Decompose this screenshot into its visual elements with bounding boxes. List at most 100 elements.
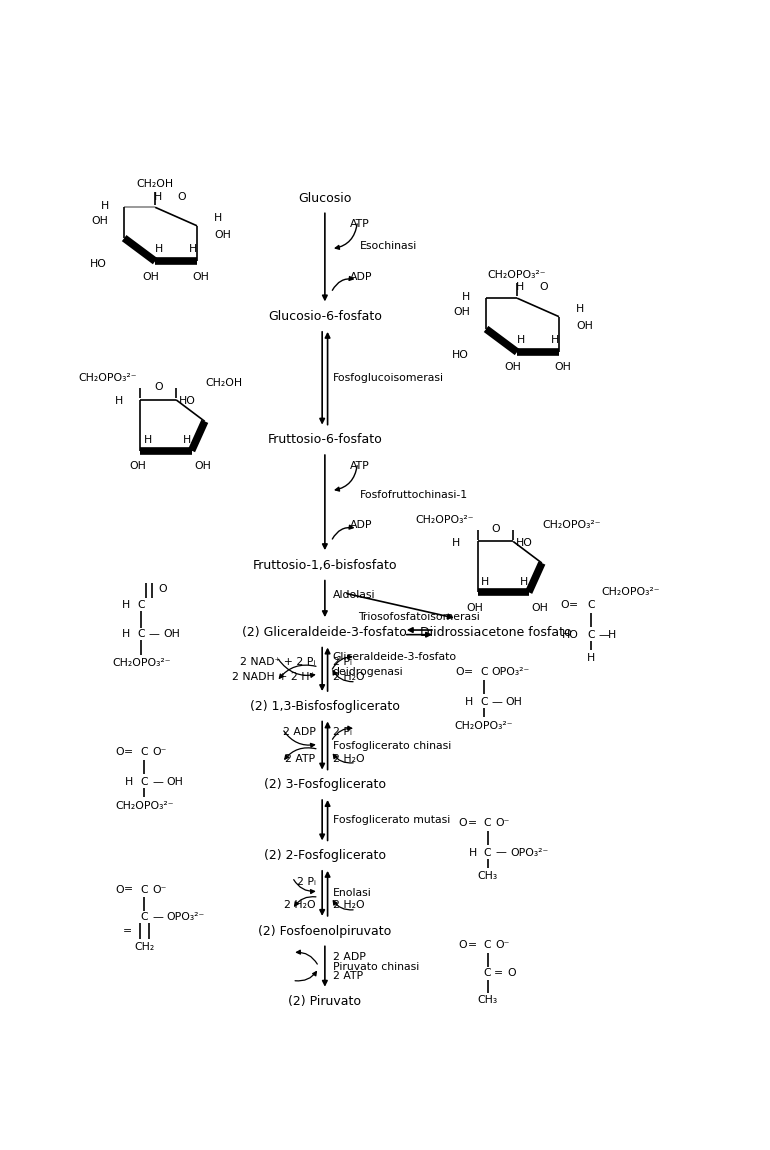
Text: CH₂OPO₃²⁻: CH₂OPO₃²⁻ (601, 588, 660, 597)
Text: HO: HO (90, 259, 107, 269)
Text: CH₂: CH₂ (134, 942, 155, 951)
Text: C: C (137, 599, 145, 610)
Text: C: C (587, 600, 594, 611)
Text: ATP: ATP (350, 461, 370, 472)
Text: Fruttosio-1,6-bisfosfato: Fruttosio-1,6-bisfosfato (253, 559, 397, 572)
Text: H: H (100, 201, 109, 210)
Text: OPO₃²⁻: OPO₃²⁻ (491, 667, 530, 677)
Text: Enolasi: Enolasi (333, 888, 371, 898)
Text: OH: OH (214, 230, 231, 240)
Text: CH₂OPO₃²⁻: CH₂OPO₃²⁻ (415, 515, 474, 524)
Text: HO: HO (561, 630, 578, 639)
Text: 2 ADP: 2 ADP (333, 952, 366, 963)
Text: OH: OH (466, 603, 483, 613)
Text: —: — (152, 912, 163, 922)
Text: C: C (140, 776, 148, 787)
Text: OH: OH (194, 461, 211, 472)
Text: H: H (143, 435, 152, 445)
Text: 2 Pᵢ: 2 Pᵢ (333, 728, 352, 737)
Text: Aldolasi: Aldolasi (333, 590, 375, 600)
Text: 2 H₂O: 2 H₂O (284, 900, 316, 910)
Text: O⁻: O⁻ (495, 819, 510, 828)
Text: =: = (464, 667, 473, 677)
Text: CH₂OPO₃²⁻: CH₂OPO₃²⁻ (78, 374, 136, 383)
Text: H: H (126, 776, 133, 787)
Text: Diidrossiacetone fosfato: Diidrossiacetone fosfato (420, 626, 571, 639)
Text: 2 H₂O: 2 H₂O (333, 900, 364, 910)
Text: O: O (159, 584, 167, 595)
Text: H: H (576, 304, 584, 314)
Text: Piruvato chinasi: Piruvato chinasi (333, 961, 419, 972)
Text: O: O (561, 600, 569, 611)
Text: C: C (137, 629, 145, 639)
Text: OH: OH (531, 603, 548, 613)
Text: H: H (551, 335, 559, 345)
Text: Esochinasi: Esochinasi (360, 240, 417, 251)
Text: C: C (484, 967, 491, 978)
Text: deidrogenasi: deidrogenasi (333, 667, 403, 677)
Text: H: H (587, 653, 594, 662)
Text: —: — (152, 776, 163, 787)
Text: Fosfofruttochinasi-1: Fosfofruttochinasi-1 (360, 490, 468, 500)
Text: H: H (122, 629, 130, 639)
Text: 2 Pᵢ: 2 Pᵢ (333, 657, 352, 667)
Text: —: — (491, 697, 502, 706)
Text: C: C (484, 940, 491, 950)
Text: ADP: ADP (350, 271, 372, 282)
Text: OH: OH (129, 461, 146, 472)
Text: O: O (459, 940, 467, 950)
Text: H: H (182, 435, 191, 445)
Text: CH₂OPO₃²⁻: CH₂OPO₃²⁻ (112, 658, 170, 668)
Text: Glucosio: Glucosio (298, 192, 352, 205)
Text: H: H (116, 397, 123, 406)
Text: OH: OH (92, 216, 109, 227)
Text: H: H (462, 292, 470, 301)
Text: CH₃: CH₃ (477, 871, 497, 881)
Text: =: = (122, 926, 132, 936)
Text: =: = (124, 748, 133, 758)
Text: ADP: ADP (350, 520, 372, 530)
Text: 2 ATP: 2 ATP (286, 753, 316, 764)
Text: ATP: ATP (350, 220, 370, 229)
Text: OH: OH (505, 362, 521, 373)
Text: CH₂OPO₃²⁻: CH₂OPO₃²⁻ (488, 270, 547, 281)
Text: H: H (608, 630, 616, 639)
Text: O: O (459, 819, 467, 828)
Text: H: H (517, 335, 525, 345)
Text: H: H (468, 848, 477, 858)
Text: C: C (484, 848, 491, 858)
Text: C: C (587, 630, 594, 639)
Text: C: C (480, 667, 487, 677)
Text: —: — (495, 848, 506, 858)
Text: OPO₃²⁻: OPO₃²⁻ (166, 912, 204, 922)
Text: H: H (154, 192, 162, 201)
Text: H: H (464, 697, 473, 706)
Text: C: C (140, 912, 148, 922)
Text: O: O (507, 967, 516, 978)
Text: 2 NADH + 2 H⁺: 2 NADH + 2 H⁺ (233, 672, 316, 682)
Text: (2) 3-Fosfoglicerato: (2) 3-Fosfoglicerato (264, 779, 386, 791)
Text: (2) 1,3-Bisfosfoglicerato: (2) 1,3-Bisfosfoglicerato (250, 699, 400, 713)
Text: H: H (122, 599, 130, 610)
Text: C: C (484, 819, 491, 828)
Text: O⁻: O⁻ (152, 748, 166, 758)
Text: O: O (491, 524, 500, 534)
Text: OH: OH (166, 776, 183, 787)
Text: (2) 2-Fosfoglicerato: (2) 2-Fosfoglicerato (264, 849, 386, 862)
Text: —: — (149, 629, 160, 639)
Text: OH: OH (554, 362, 571, 373)
Text: 2 ADP: 2 ADP (283, 728, 316, 737)
Text: =: = (569, 600, 578, 611)
Text: OH: OH (576, 321, 593, 331)
Text: H: H (480, 576, 489, 586)
Text: CH₂OH: CH₂OH (136, 179, 174, 190)
Text: O: O (177, 192, 186, 201)
Text: O⁻: O⁻ (495, 940, 510, 950)
Text: O: O (455, 667, 464, 677)
Text: OH: OH (505, 697, 522, 706)
Text: C: C (480, 697, 487, 706)
Text: O: O (116, 748, 124, 758)
Text: (2) Gliceraldeide-3-fosfato: (2) Gliceraldeide-3-fosfato (243, 626, 407, 639)
Text: —: — (598, 630, 609, 639)
Text: OH: OH (192, 271, 209, 282)
